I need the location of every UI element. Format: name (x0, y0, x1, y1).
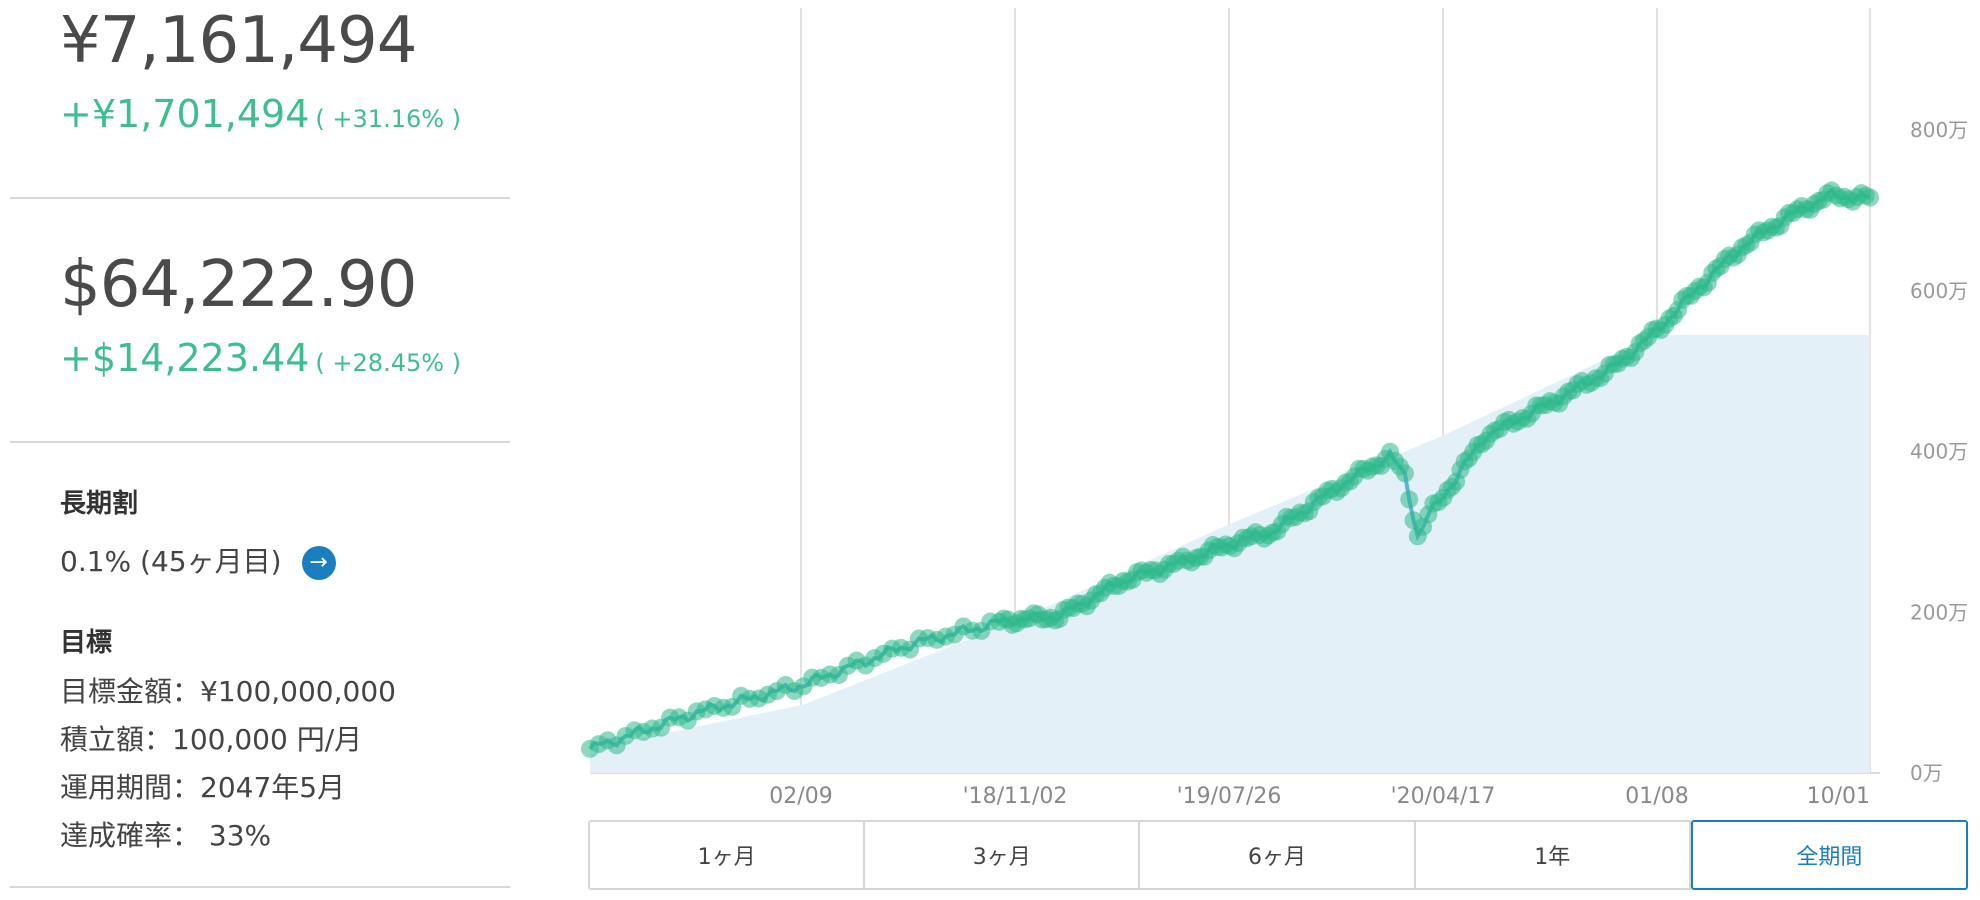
usd-total: $64,222.90 (60, 248, 417, 322)
divider (10, 441, 510, 443)
range-tabs: 1ヶ月 3ヶ月 6ヶ月 1年 全期間 (588, 820, 1969, 890)
valuation-point (1861, 188, 1879, 207)
x-tick-label: '19/07/26 (1177, 784, 1282, 809)
long-term-row: 0.1% (45ヶ月目) → (60, 540, 336, 580)
goal-period: 運用期間：2047年5月 (60, 771, 346, 804)
portfolio-chart: 0万 200万 400万 600万 800万 02/09 '18/11/02 '19/07/2… (581, 8, 1968, 809)
x-tick-label: 10/01 (1807, 784, 1870, 809)
goal-target-amount: 目標金額：¥100,000,000 (60, 675, 396, 708)
y-tick-label: 0万 (1910, 761, 1943, 785)
tab-6-months[interactable]: 6ヶ月 (1140, 820, 1416, 890)
valuation-point (1400, 490, 1419, 509)
x-tick-label: '18/11/02 (963, 784, 1068, 809)
divider (10, 197, 510, 199)
goal-monthly: 積立額：100,000 円/月 (60, 723, 363, 756)
y-tick-label: 800万 (1910, 118, 1968, 142)
long-term-heading: 長期割 (60, 489, 139, 519)
y-tick-label: 400万 (1910, 440, 1968, 464)
x-tick-label: '20/04/17 (1391, 784, 1496, 809)
usd-gain-amount: +$14,223.44 (60, 336, 310, 380)
y-tick-label: 200万 (1910, 600, 1968, 624)
y-tick-label: 600万 (1910, 279, 1968, 303)
x-tick-label: 01/08 (1625, 784, 1688, 809)
tab-3-months[interactable]: 3ヶ月 (865, 820, 1141, 890)
divider (10, 886, 510, 888)
jpy-total: ¥7,161,494 (60, 4, 417, 78)
x-tick-label: 02/09 (769, 784, 832, 809)
long-term-value: 0.1% (45ヶ月目) (60, 545, 282, 578)
arrow-right-icon[interactable]: → (301, 546, 336, 580)
tab-1-month[interactable]: 1ヶ月 (588, 820, 866, 890)
usd-gain: +$14,223.44( +28.45% ) (60, 336, 461, 380)
valuation-point (1395, 464, 1414, 483)
goal-probability: 達成確率： 33% (60, 819, 272, 852)
jpy-gain: +¥1,701,494( +31.16% ) (60, 92, 461, 136)
jpy-gain-percent: ( +31.16% ) (315, 105, 462, 133)
tab-1-year[interactable]: 1年 (1415, 820, 1691, 890)
goal-heading: 目標 (60, 628, 113, 658)
usd-gain-percent: ( +28.45% ) (315, 349, 462, 377)
tab-all-period[interactable]: 全期間 (1690, 820, 1969, 890)
summary-panel: ¥7,161,494 +¥1,701,494( +31.16% ) $64,22… (0, 0, 520, 900)
jpy-gain-amount: +¥1,701,494 (60, 92, 310, 136)
